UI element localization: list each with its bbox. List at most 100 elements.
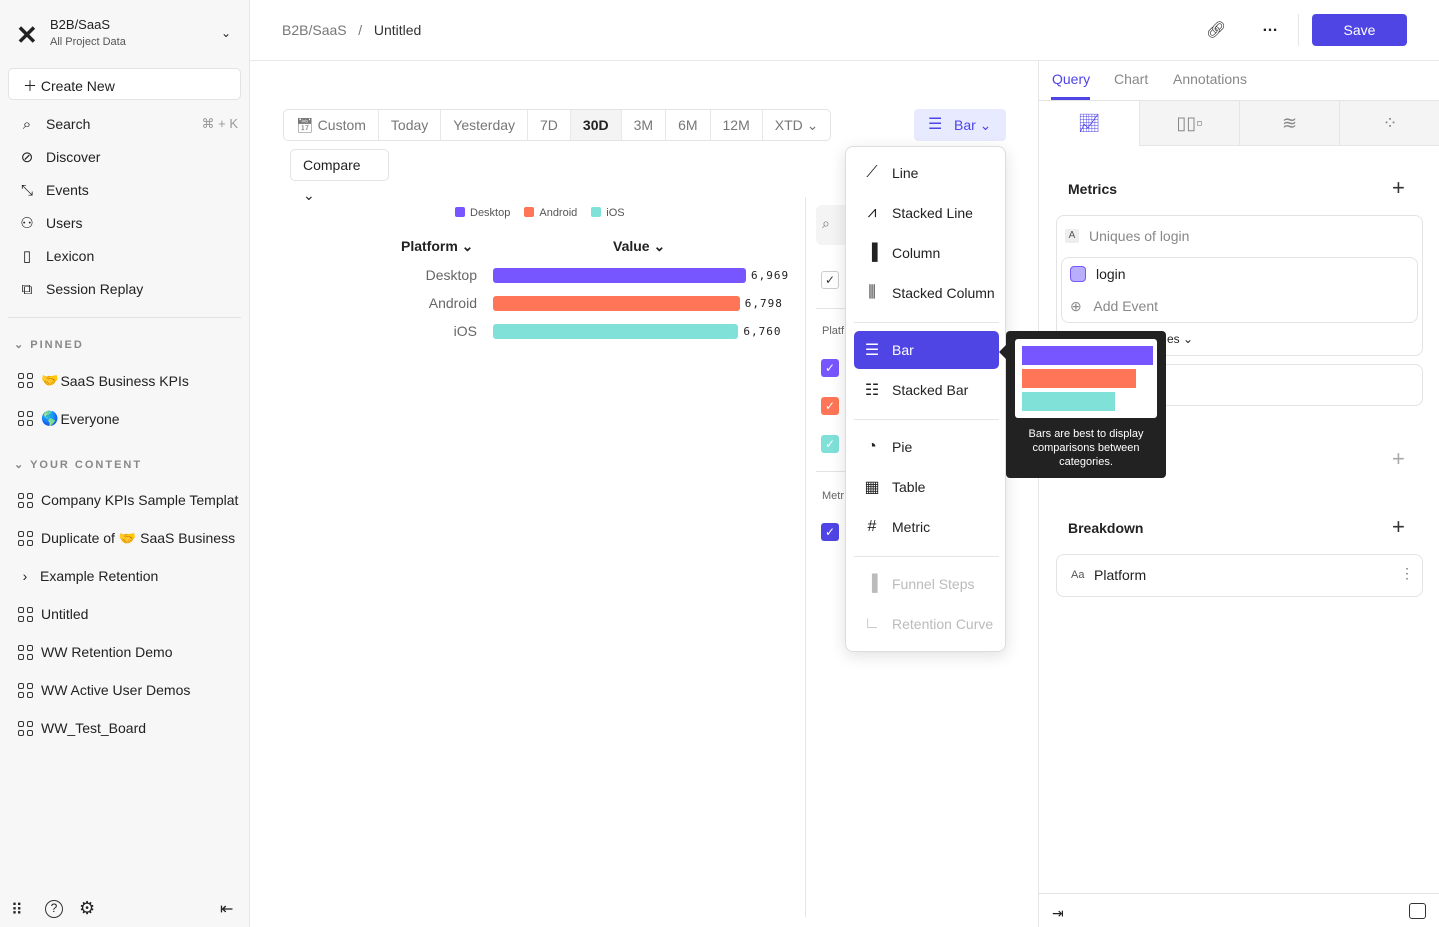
breadcrumb-report-title[interactable]: Untitled	[373, 22, 422, 38]
plus-icon: ＋	[23, 78, 41, 94]
bar-desktop[interactable]	[493, 268, 746, 283]
metric-name-input[interactable]: Uniques of login	[1089, 228, 1190, 244]
menu-item-bar[interactable]: ☰ Bar	[854, 331, 999, 369]
nav-lexicon[interactable]: ▯ Lexicon	[18, 244, 238, 268]
content-board[interactable]: WW Active User Demos	[18, 682, 240, 698]
event-hexagon-icon	[1070, 266, 1086, 282]
menu-item-stacked-line[interactable]: ⩘ Stacked Line	[854, 194, 999, 232]
pinned-board[interactable]: 🤝 SaaS Business KPIs	[18, 372, 240, 389]
content-board[interactable]: WW_Test_Board	[18, 720, 240, 736]
stacked-column-icon: ⫼	[868, 284, 876, 301]
measurement-dropdown[interactable]: es ⌄	[1167, 332, 1194, 346]
bar-android[interactable]	[493, 296, 740, 311]
menu-item-line[interactable]: ⟋ Line	[854, 154, 999, 192]
pinned-section-toggle[interactable]: ⌄ PINNED	[14, 339, 84, 351]
board-icon	[18, 682, 33, 698]
board-label: SaaS Business KPIs	[60, 372, 189, 389]
compare-label: Compare	[303, 157, 361, 173]
date-range-custom[interactable]: 📅︎ Custom	[284, 110, 379, 140]
tab-annotations[interactable]: Annotations	[1173, 71, 1247, 87]
your-content-section-toggle[interactable]: ⌄ YOUR CONTENT	[14, 459, 143, 471]
android-checkbox[interactable]: ✓	[821, 397, 839, 415]
bar-ios[interactable]	[493, 324, 739, 339]
content-board[interactable]: WW Retention Demo	[18, 644, 240, 660]
legend-item[interactable]: Desktop	[455, 207, 510, 219]
add-metric-plus-icon[interactable]: +	[1392, 175, 1405, 200]
date-range-xtd[interactable]: XTD ⌄	[774, 117, 819, 133]
board-icon	[18, 411, 33, 426]
menu-item-table[interactable]: ▦ Table	[854, 468, 999, 506]
content-board[interactable]: Untitled	[18, 606, 240, 622]
create-new-label: Create New	[40, 78, 115, 94]
section-title: PINNED	[30, 339, 84, 351]
date-range-30d[interactable]: 30D	[570, 110, 622, 140]
compare-dropdown[interactable]: Compare ⌄	[290, 149, 389, 203]
mixpanel-logo: ✕	[16, 20, 38, 50]
menu-item-stacked-column[interactable]: ⫼ Stacked Column	[854, 274, 999, 312]
kebab-menu-icon[interactable]: ⋮	[1400, 565, 1414, 581]
nav-discover[interactable]: ⊘ Discover	[18, 145, 238, 169]
menu-item-column[interactable]: ▐ Column	[854, 234, 999, 272]
pinned-board[interactable]: 🌎 Everyone	[18, 410, 240, 427]
add-event-label: Add Event	[1093, 298, 1159, 314]
link-icon[interactable]: 🔗︎	[1206, 22, 1227, 39]
chart-legend: Desktop Android iOS	[455, 207, 625, 219]
header: B2B/SaaS / Untitled 🔗︎ … Save	[250, 0, 1439, 61]
metric-checkbox[interactable]: ✓	[821, 523, 839, 541]
create-new-button[interactable]: ＋ Create New	[8, 68, 241, 100]
more-options-icon[interactable]: …	[1262, 18, 1278, 35]
breadcrumb-separator: /	[358, 22, 363, 38]
value-column-header[interactable]: Value ⌄	[613, 238, 666, 254]
chevron-down-icon[interactable]: ⌄	[221, 26, 232, 40]
settings-gear-icon[interactable]: ⚙	[79, 898, 96, 918]
breadcrumb-project[interactable]: B2B/SaaS	[282, 22, 347, 38]
save-button[interactable]: Save	[1312, 14, 1407, 46]
content-board[interactable]: Duplicate of 🤝 SaaS Business	[18, 530, 240, 547]
add-event-button[interactable]: ⊕ Add Event	[1070, 298, 1158, 315]
help-icon[interactable]: ?	[45, 900, 63, 918]
panel-layout-icon[interactable]	[1409, 903, 1426, 919]
search-icon[interactable]: ⌕	[816, 205, 845, 245]
breakdown-card[interactable]: Aa Platform ⋮	[1056, 554, 1423, 597]
desktop-checkbox[interactable]: ✓	[821, 359, 839, 377]
nav-session-replay[interactable]: ⧉ Session Replay	[18, 277, 238, 301]
add-filter-plus-icon[interactable]: +	[1392, 446, 1405, 471]
divider	[1298, 14, 1299, 46]
event-name[interactable]: login	[1096, 266, 1126, 282]
legend-item[interactable]: iOS	[591, 207, 625, 219]
divider	[816, 471, 845, 472]
date-range-today[interactable]: Today	[379, 110, 442, 140]
menu-divider	[854, 322, 999, 323]
project-switcher[interactable]: B2B/SaaS All Project Data	[50, 17, 126, 48]
active-tab-indicator	[1051, 97, 1090, 100]
content-board[interactable]: Company KPIs Sample Templat	[18, 492, 240, 508]
collapse-sidebar-icon[interactable]: ⇤	[220, 901, 234, 918]
nav-search[interactable]: ⌕ Search ⌘ + K	[18, 112, 238, 136]
platform-column-header[interactable]: Platform ⌄	[401, 238, 474, 254]
menu-item-stacked-bar[interactable]: ☷ Stacked Bar	[854, 371, 999, 409]
tab-chart[interactable]: Chart	[1114, 71, 1149, 87]
apps-grid-icon[interactable]: ⠿	[11, 902, 23, 919]
funnels-report-icon[interactable]: ▯▯▫	[1139, 101, 1239, 146]
menu-item-label: Funnel Steps	[892, 576, 975, 592]
menu-item-metric[interactable]: # Metric	[854, 508, 999, 546]
select-all-checkbox[interactable]: ✓	[821, 271, 839, 289]
chart-type-dropdown[interactable]: ☰ Bar ⌄	[914, 109, 1006, 141]
flows-report-icon[interactable]: ≋	[1239, 101, 1339, 146]
add-breakdown-plus-icon[interactable]: +	[1392, 514, 1405, 539]
menu-item-pie[interactable]: ◔ Pie	[854, 428, 999, 466]
date-range-7d[interactable]: 7D	[528, 110, 571, 140]
date-range-yesterday[interactable]: Yesterday	[441, 110, 529, 140]
legend-item[interactable]: Android	[524, 207, 577, 219]
date-range-3m[interactable]: 3M	[622, 110, 667, 140]
content-folder[interactable]: › Example Retention	[18, 568, 240, 584]
date-range-12m[interactable]: 12M	[711, 110, 763, 140]
nav-users[interactable]: ⚇ Users	[18, 211, 238, 235]
ios-checkbox[interactable]: ✓	[821, 435, 839, 453]
tab-query[interactable]: Query	[1052, 71, 1091, 87]
insights-report-icon[interactable]: 📈︎	[1039, 101, 1139, 146]
date-range-6m[interactable]: 6M	[666, 110, 711, 140]
collapse-panel-icon[interactable]: ⇥	[1052, 905, 1064, 921]
retention-report-icon[interactable]: ⁘	[1339, 101, 1439, 146]
nav-events[interactable]: ⤡ Events	[18, 178, 238, 202]
